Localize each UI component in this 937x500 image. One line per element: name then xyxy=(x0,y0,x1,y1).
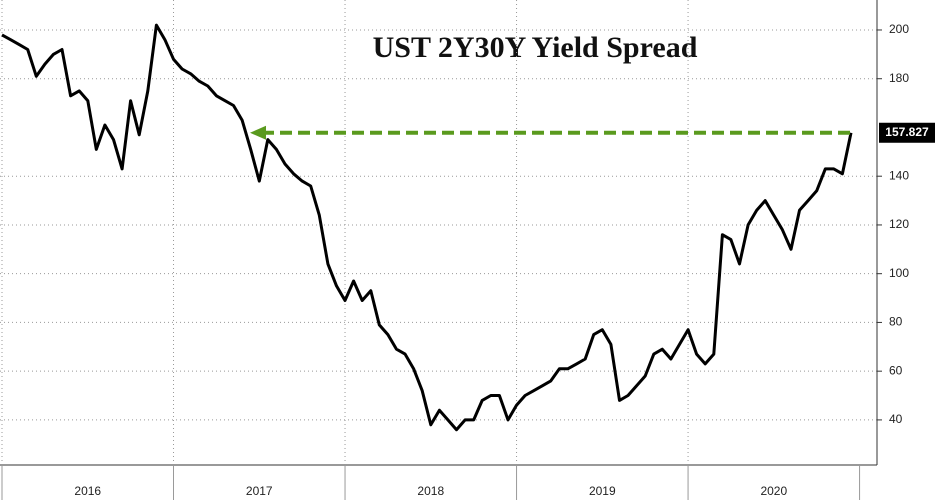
y-tick-label: 200 xyxy=(889,22,909,36)
x-tick-label: 2019 xyxy=(589,484,616,498)
y-tick-label: 180 xyxy=(889,71,909,85)
y-tick-label: 60 xyxy=(889,363,903,377)
last-value-label: 157.827 xyxy=(885,125,929,139)
chart-title: UST 2Y30Y Yield Spread xyxy=(373,31,698,64)
y-tick-label: 120 xyxy=(889,217,909,231)
value-box xyxy=(879,122,935,143)
y-tick-label: 80 xyxy=(889,315,903,329)
x-tick-label: 2017 xyxy=(246,484,273,498)
y-tick-label: 100 xyxy=(889,266,909,280)
y-tick-label: 40 xyxy=(889,412,903,426)
y-tick-label: 140 xyxy=(889,168,909,182)
arrow-head xyxy=(250,125,266,140)
x-tick-label: 2018 xyxy=(417,484,444,498)
x-tick-label: 2020 xyxy=(760,484,787,498)
x-tick-label: 2016 xyxy=(74,484,101,498)
series-line xyxy=(1,23,853,432)
